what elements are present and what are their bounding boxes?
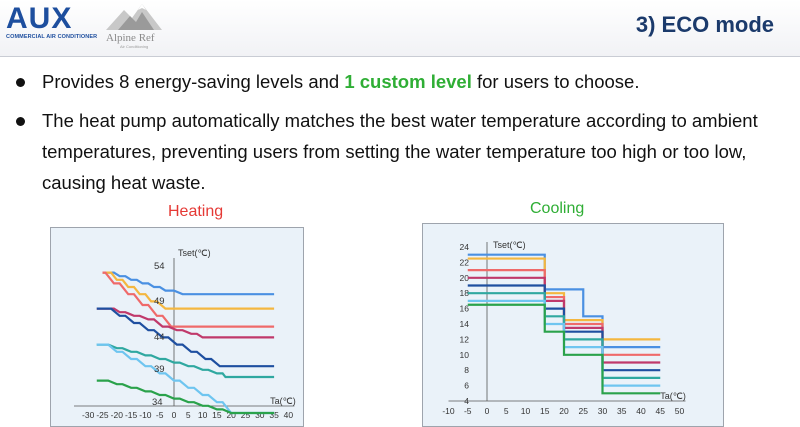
y-tick-label: 39	[154, 364, 165, 375]
x-tick-label: 25	[241, 410, 251, 420]
x-tick-label: -25	[96, 410, 109, 420]
x-tick-label: 30	[255, 410, 265, 420]
heating-series-line	[96, 307, 275, 339]
x-tick-label: 10	[198, 410, 208, 420]
cooling-chart: 4 6 8 10 12 14 16 18 20 22 24 -10 -5 0 5 10 15 20 25 30 35 40…	[422, 223, 724, 427]
x-tick-label: 25	[579, 406, 589, 416]
y-tick-label: 18	[460, 288, 470, 298]
aux-logo-subtitle: COMMERCIAL AIR CONDITIONER	[6, 34, 98, 40]
y-tick-label: 44	[154, 332, 165, 343]
y-tick-label: 6	[464, 381, 469, 391]
bullet-dot-icon	[16, 117, 25, 126]
heating-chart-title: Heating	[168, 203, 224, 220]
y-tick-label: 4	[464, 396, 469, 406]
y-tick-label: 14	[460, 319, 470, 329]
heating-series-line	[102, 271, 275, 310]
y-tick-label: 10	[460, 350, 470, 360]
x-tick-label: 10	[521, 406, 531, 416]
x-tick-label: 0	[485, 406, 490, 416]
y-tick-label: 34	[152, 397, 163, 408]
x-tick-label: 20	[559, 406, 569, 416]
x-tick-label: 35	[269, 410, 279, 420]
header-divider	[0, 56, 800, 57]
x-tick-label: -10	[442, 406, 455, 416]
x-tick-label: 45	[656, 406, 666, 416]
mountain-icon	[106, 4, 162, 30]
x-tick-label: 5	[186, 410, 191, 420]
x-tick-label: 35	[617, 406, 627, 416]
x-tick-label: 20	[226, 410, 236, 420]
x-tick-label: 30	[598, 406, 608, 416]
cooling-chart-title: Cooling	[530, 200, 585, 217]
y-tick-label: 8	[464, 365, 469, 375]
aux-logo: AUX COMMERCIAL AIR CONDITIONER	[6, 2, 98, 41]
x-tick-label: -15	[125, 410, 138, 420]
heating-series-line	[102, 271, 275, 328]
custom-level-highlight: 1 custom level	[344, 71, 472, 92]
x-axis-label: Ta(℃)	[660, 391, 686, 401]
x-tick-label: -5	[464, 406, 472, 416]
alpine-ref-tagline: Air Conditioning	[120, 44, 149, 49]
heating-series-line	[102, 271, 275, 296]
slide-header: AUX COMMERCIAL AIR CONDITIONER Alpine Re…	[0, 0, 800, 56]
y-tick-label: 20	[460, 273, 470, 283]
y-tick-label: 54	[154, 261, 165, 272]
y-axis-label: Tset(℃)	[493, 240, 526, 250]
cooling-chart-svg: 4 6 8 10 12 14 16 18 20 22 24 -10 -5 0 5 10 15 20 25 30 35 40…	[442, 240, 686, 416]
y-tick-label: 12	[460, 334, 470, 344]
x-tick-label: -20	[111, 410, 124, 420]
x-axis-label: Ta(℃)	[270, 396, 296, 406]
x-tick-label: -10	[139, 410, 152, 420]
x-tick-label: 40	[636, 406, 646, 416]
x-tick-label: 0	[172, 410, 177, 420]
y-tick-label: 16	[460, 304, 470, 314]
bullet-item: The heat pump automatically matches the …	[14, 105, 794, 198]
alpine-ref-wordmark: Alpine Ref	[106, 32, 155, 44]
y-tick-label: 49	[154, 296, 165, 307]
x-tick-label: 40	[284, 410, 294, 420]
bullet-text-1a: Provides 8 energy-saving levels and	[42, 71, 345, 92]
x-tick-label: -5	[156, 410, 164, 420]
x-tick-label: 50	[675, 406, 685, 416]
y-tick-label: 22	[460, 257, 470, 267]
page-title: 3) ECO mode	[635, 12, 774, 37]
x-tick-label: 15	[212, 410, 222, 420]
heating-series-line	[96, 343, 275, 415]
y-axis-label: Tset(℃)	[178, 248, 211, 258]
aux-logo-wordmark: AUX	[6, 2, 73, 35]
x-tick-label: 5	[504, 406, 509, 416]
cooling-series-line	[467, 303, 661, 395]
heating-series-line	[96, 379, 275, 415]
heating-chart-svg: -30 -25 -20 -15 -10 -5 0 5 10 15 20 25 30 35 40 Tset(℃)…	[74, 248, 296, 420]
heating-series-line	[96, 343, 275, 379]
bullet-text-2: The heat pump automatically matches the …	[42, 110, 758, 193]
x-tick-label: 15	[540, 406, 550, 416]
x-tick-label: -30	[82, 410, 95, 420]
bullet-text-1b: for users to choose.	[471, 71, 640, 92]
bullet-list: Provides 8 energy-saving levels and 1 cu…	[14, 66, 794, 198]
heating-series-line	[96, 307, 275, 368]
y-tick-label: 24	[460, 242, 470, 252]
heating-chart: -30 -25 -20 -15 -10 -5 0 5 10 15 20 25 30 35 40 Tset(℃)…	[50, 227, 304, 427]
bullet-item: Provides 8 energy-saving levels and 1 cu…	[14, 66, 794, 97]
bullet-dot-icon	[16, 78, 25, 87]
alpine-ref-logo: Alpine Ref Air Conditioning	[104, 2, 168, 50]
